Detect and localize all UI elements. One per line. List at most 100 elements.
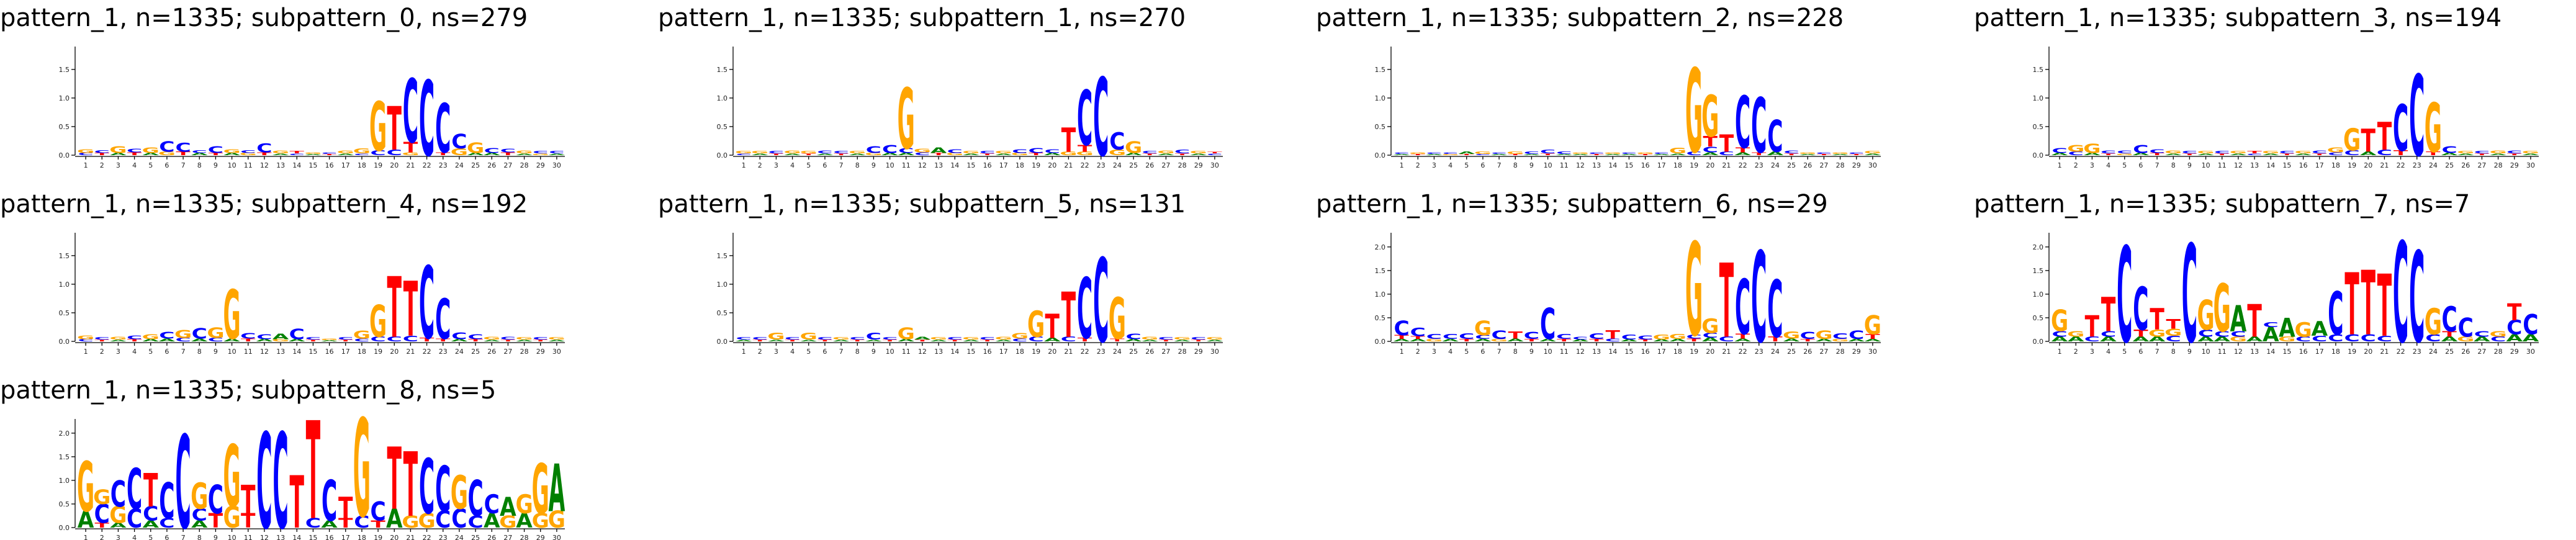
logo-letter-T: T — [1159, 339, 1174, 342]
x-tick-label: 15 — [966, 161, 975, 169]
logo-letter-T: T — [1784, 153, 1799, 156]
x-tick-label: 5 — [148, 534, 153, 540]
x-tick-label: 17 — [2315, 161, 2324, 169]
x-tick-label: 26 — [1145, 161, 1154, 169]
logo-letter-A: A — [2263, 153, 2279, 156]
x-tick-label: 21 — [1722, 161, 1731, 169]
logo-letter-C: C — [736, 336, 751, 340]
logo-letter-A: A — [736, 339, 752, 342]
x-tick-label: 20 — [390, 161, 399, 169]
panel-title: pattern_1, n=1335; subpattern_3, ns=194 — [1974, 4, 2502, 32]
logo-letter-G: G — [337, 150, 354, 154]
logo-letter-C: C — [484, 490, 500, 520]
x-tick-label: 7 — [839, 348, 844, 356]
x-tick-label: 30 — [1868, 348, 1877, 356]
x-tick-label: 28 — [520, 161, 529, 169]
logo-letter-C: C — [1588, 152, 1604, 155]
logo-letter-A: A — [1572, 339, 1589, 342]
y-tick-label: 1.5 — [717, 66, 728, 74]
x-tick-label: 8 — [2171, 161, 2176, 169]
x-tick-label: 9 — [1529, 161, 1534, 169]
x-tick-label: 17 — [2315, 348, 2324, 356]
logo-letter-A: A — [2246, 335, 2263, 343]
x-tick-label: 21 — [1722, 348, 1731, 356]
x-tick-label: 1 — [84, 534, 88, 540]
logo-letter-C: C — [451, 330, 467, 341]
logo-letter-T: T — [1638, 339, 1653, 342]
x-tick-label: 15 — [1624, 348, 1633, 356]
logo-letter-C: C — [387, 148, 402, 158]
logo-letter-T: T — [817, 339, 832, 342]
logo-letter-A: A — [2230, 153, 2247, 156]
logo-letter-A: A — [1670, 153, 1687, 156]
logo-letter-T: T — [2150, 152, 2164, 156]
logo-letter-A: A — [1207, 339, 1223, 342]
x-tick-label: 15 — [966, 348, 975, 356]
logo-letter-T: T — [1849, 154, 1864, 156]
logo-letter-G: G — [898, 325, 915, 344]
logo-letter-A: A — [110, 152, 127, 156]
x-tick-label: 19 — [374, 161, 382, 169]
logo-letter-C: C — [1540, 300, 1556, 349]
x-tick-label: 16 — [325, 161, 334, 169]
logo-letter-C: C — [2263, 321, 2279, 328]
x-tick-label: 21 — [406, 534, 415, 540]
logo-letter-T: T — [1045, 307, 1060, 346]
logo-letter-T: T — [2166, 317, 2181, 331]
logo-letter-A: A — [1507, 338, 1524, 342]
logo-letter-G: G — [1864, 310, 1881, 341]
logo-letter-C: C — [192, 325, 207, 342]
logo-letter-A: A — [1572, 154, 1589, 156]
logo-letter-C: C — [533, 150, 548, 154]
logo-letter-C: C — [2214, 150, 2230, 154]
logo-letter-A: A — [337, 153, 354, 156]
logo-letter-C: C — [1125, 332, 1141, 341]
x-tick-label: 19 — [374, 534, 382, 540]
x-tick-label: 29 — [2510, 161, 2519, 169]
x-tick-label: 13 — [2250, 348, 2259, 356]
logo-letter-A: A — [549, 153, 565, 156]
x-tick-label: 21 — [406, 348, 415, 356]
panel-title: pattern_1, n=1335; subpattern_5, ns=131 — [658, 190, 1186, 218]
logo-letter-T: T — [371, 519, 385, 530]
logo-letter-T: T — [753, 339, 768, 342]
logo-letter-A: A — [1125, 152, 1142, 156]
logo-letter-T: T — [2344, 255, 2359, 355]
x-tick-label: 6 — [164, 161, 169, 169]
logo-letter-G: G — [77, 335, 94, 340]
logo-letter-T: T — [2426, 151, 2440, 156]
x-tick-label: 3 — [1432, 348, 1436, 356]
logo-letter-G: G — [946, 152, 963, 156]
logo-letter-T: T — [1719, 130, 1734, 158]
logo-letter-A: A — [451, 338, 468, 342]
logo-letter-G: G — [1669, 333, 1687, 340]
logo-letter-T: T — [1703, 133, 1718, 150]
x-tick-label: 25 — [471, 348, 480, 356]
logo-letter-A: A — [386, 504, 403, 534]
logo-letter-G: G — [353, 329, 371, 341]
logo-panel-4: pattern_1, n=1335; subpattern_4, ns=192 0… — [0, 190, 565, 362]
logo-letter-T: T — [1589, 338, 1604, 342]
logo-letter-C: C — [2506, 150, 2522, 154]
x-tick-label: 4 — [1448, 348, 1452, 356]
logo-letter-T: T — [501, 151, 516, 156]
x-tick-label: 23 — [1755, 161, 1763, 169]
x-tick-label: 24 — [2429, 161, 2438, 169]
logo-letter-A: A — [2051, 152, 2068, 156]
logo-letter-A: A — [1702, 336, 1719, 343]
logo-letter-T: T — [2101, 287, 2115, 342]
y-tick-label: 0.5 — [1375, 314, 1386, 322]
logo-letter-T: T — [2442, 330, 2457, 339]
x-tick-label: 26 — [2461, 348, 2470, 356]
logo-letter-C: C — [159, 516, 174, 531]
logo-letter-G: G — [515, 336, 533, 340]
logo-letter-A: A — [2441, 152, 2458, 156]
logo-letter-T: T — [801, 153, 816, 156]
logo-letter-C: C — [484, 147, 500, 155]
logo-letter-G: G — [1425, 338, 1443, 342]
x-tick-label: 14 — [2266, 348, 2275, 356]
logo-letter-T: T — [403, 139, 418, 156]
logo-letter-A: A — [1816, 338, 1832, 342]
x-tick-label: 28 — [1836, 348, 1845, 356]
logo-letter-A: A — [2263, 323, 2279, 346]
